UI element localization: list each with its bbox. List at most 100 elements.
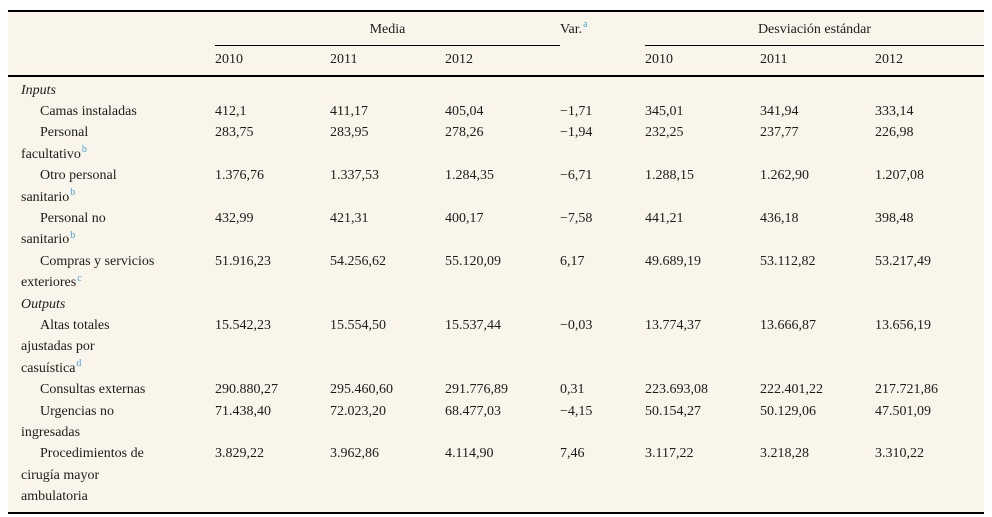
row-label-text: Altas totales [40,317,110,333]
sd-value-cell: 53.112,82 [760,253,816,269]
table-row: Altas totales ajustadas por casuísticad 15.… [8,315,984,379]
row-label-text: Personal [40,125,89,141]
table-row: Personal facultativob 283,75 283,95 278,26 −1… [8,122,984,165]
media-value-cell: 421,31 [330,210,369,226]
media-value-cell: 400,17 [445,210,484,226]
sd-value-cell: 13.656,19 [875,317,931,333]
row-label-text: cirugía mayor [21,467,100,483]
row-label: Procedimientos de cirugía mayor ambulatori… [8,443,215,511]
sd-value-cell: 345,01 [645,103,684,119]
media-value-cell: 283,95 [330,125,369,141]
column-group-header-row: Media Var.a Desviación estándar [8,12,985,46]
descriptive-statistics-table: Media Var.a Desviación estándar 2010 201… [8,10,985,514]
sd-value-cell: 49.689,19 [645,253,701,269]
footnote-b-marker-link[interactable]: b [70,229,76,241]
footnote-b-marker-link[interactable]: b [81,144,87,156]
table-row: Personal no sanitariob 432,99 421,31 400,17 −… [8,208,984,251]
row-label-text: ambulatoria [21,489,88,505]
empty-section-cells [215,294,984,315]
table-row: Procedimientos de cirugía mayor ambulatori… [8,443,984,511]
row-label: Personal facultativob [8,122,215,165]
year-header-row: 2010 2011 2012 2010 2011 2012 [8,45,985,77]
var-value-cell: 6,17 [560,253,585,269]
sd-value-cell: 3.310,22 [875,446,924,462]
row-label-text: ajustadas por [21,339,95,355]
media-value-cell: 15.554,50 [330,317,386,333]
var-value-cell: −4,15 [560,403,593,419]
sd-value-cell: 53.217,49 [875,253,931,269]
media-value-cell: 15.537,44 [445,317,501,333]
sd-value-cell: 436,18 [760,210,799,226]
media-value-cell: 1.284,35 [445,168,494,184]
media-value-cell: 4.114,90 [445,446,494,462]
row-label: Camas instaladas [8,101,215,122]
section-label: Inputs [8,76,215,101]
section-row: Inputs [8,76,984,101]
var-value-cell: −7,58 [560,210,593,226]
sd-value-cell: 3.117,22 [645,446,694,462]
footnote-c-marker-link[interactable]: c [77,272,82,284]
var-value-cell: −6,71 [560,168,593,184]
var-value-cell: −1,94 [560,125,593,141]
media-year-2010-header: 2010 [215,45,330,77]
media-value-cell: 3.962,86 [330,446,379,462]
var-column-header: Var.a [560,12,645,45]
sd-value-cell: 50.154,27 [645,403,701,419]
sd-value-cell: 232,25 [645,125,684,141]
media-value-cell: 1.376,76 [215,168,264,184]
media-group-header: Media [215,12,560,46]
media-value-cell: 405,04 [445,103,484,119]
media-year-2011-header: 2011 [330,45,445,77]
media-value-cell: 411,17 [330,103,368,119]
sd-value-cell: 47.501,09 [875,403,931,419]
statistics-table: Media Var.a Desviación estándar 2010 201… [8,12,985,512]
table-row: Camas instaladas 412,1 411,17 405,04 −1,71 34… [8,101,984,122]
sd-value-cell: 217.721,86 [875,382,938,398]
media-value-cell: 72.023,20 [330,403,386,419]
row-label-text: facultativo [21,146,81,162]
row-label-text: ingresadas [21,425,81,440]
row-label-text: exteriores [21,275,77,291]
sd-value-cell: 1.262,90 [760,168,809,184]
sd-value-cell: 223.693,08 [645,382,708,398]
row-label-text: Otro personal [40,168,117,184]
footnote-d-marker-link[interactable]: d [76,358,82,370]
sd-value-cell: 1.288,15 [645,168,694,184]
media-value-cell: 295.460,60 [330,382,393,398]
var-value-cell: 0,31 [560,382,585,398]
sd-value-cell: 237,77 [760,125,799,141]
var-year-spacer [560,45,645,77]
table-row: Compras y servicios exterioresc 51.916,23 5… [8,251,984,294]
media-value-cell: 290.880,27 [215,382,278,398]
sd-value-cell: 1.207,08 [875,168,924,184]
sd-value-cell: 398,48 [875,210,914,226]
row-label-text: Urgencias no [40,403,114,419]
sd-group-header: Desviación estándar [645,12,985,46]
media-value-cell: 283,75 [215,125,254,141]
corner-spacer [8,12,215,45]
media-value-cell: 278,26 [445,125,484,141]
media-value-cell: 51.916,23 [215,253,271,269]
section-row: Outputs [8,294,984,315]
table-row: Otro personal sanitariob 1.376,76 1.337,53 1… [8,165,984,208]
row-label-text: Consultas externas [40,382,146,398]
sd-value-cell: 341,94 [760,103,799,119]
footnote-a-marker-link[interactable]: a [583,19,588,31]
media-value-cell: 15.542,23 [215,317,271,333]
corner-spacer [8,45,215,77]
sd-year-2011-header: 2011 [760,45,875,77]
media-value-cell: 432,99 [215,210,254,226]
sd-year-2012-header: 2012 [875,45,985,77]
media-value-cell: 55.120,09 [445,253,501,269]
sd-value-cell: 3.218,28 [760,446,809,462]
row-label: Urgencias no ingresadas [8,401,215,444]
sd-value-cell: 222.401,22 [760,382,823,398]
footnote-b-marker-link[interactable]: b [70,186,76,198]
var-value-cell: −0,03 [560,317,593,333]
empty-section-cells [215,76,984,101]
row-label: Otro personal sanitariob [8,165,215,208]
row-label: Personal no sanitariob [8,208,215,251]
sd-value-cell: 441,21 [645,210,684,226]
media-value-cell: 1.337,53 [330,168,379,184]
media-value-cell: 3.829,22 [215,446,264,462]
